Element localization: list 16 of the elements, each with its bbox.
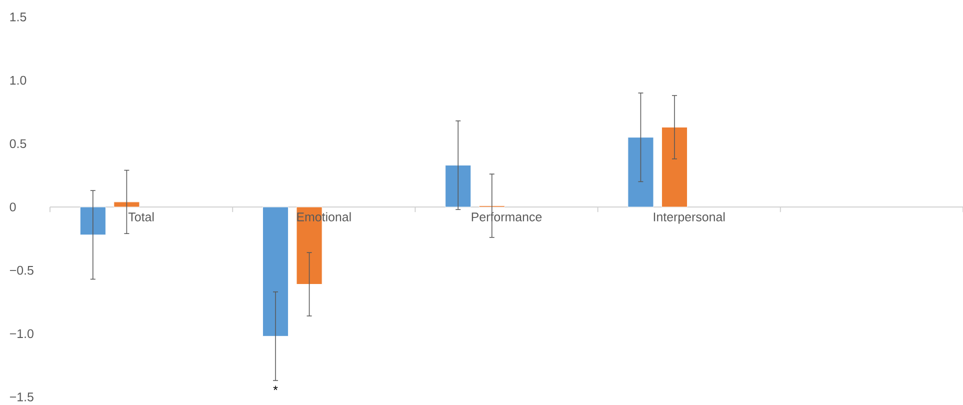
bar xyxy=(80,206,106,236)
bar xyxy=(114,202,140,208)
bar xyxy=(628,137,654,208)
y-tick-label: −1.5 xyxy=(10,392,34,402)
y-tick-label: −0.5 xyxy=(10,266,34,275)
y-tick-label: 0.5 xyxy=(10,139,26,148)
x-tick-label: Total xyxy=(128,212,154,222)
bar xyxy=(445,164,472,208)
y-tick-label: 1.5 xyxy=(10,12,26,22)
y-tick-label: −1.0 xyxy=(10,329,34,338)
bar xyxy=(661,126,688,208)
annotation: * xyxy=(273,386,278,390)
x-tick-label: Interpersonal xyxy=(654,212,725,224)
y-tick-label: 1.0 xyxy=(10,76,26,85)
bar xyxy=(262,206,289,336)
y-tick-label: 0 xyxy=(10,202,16,212)
